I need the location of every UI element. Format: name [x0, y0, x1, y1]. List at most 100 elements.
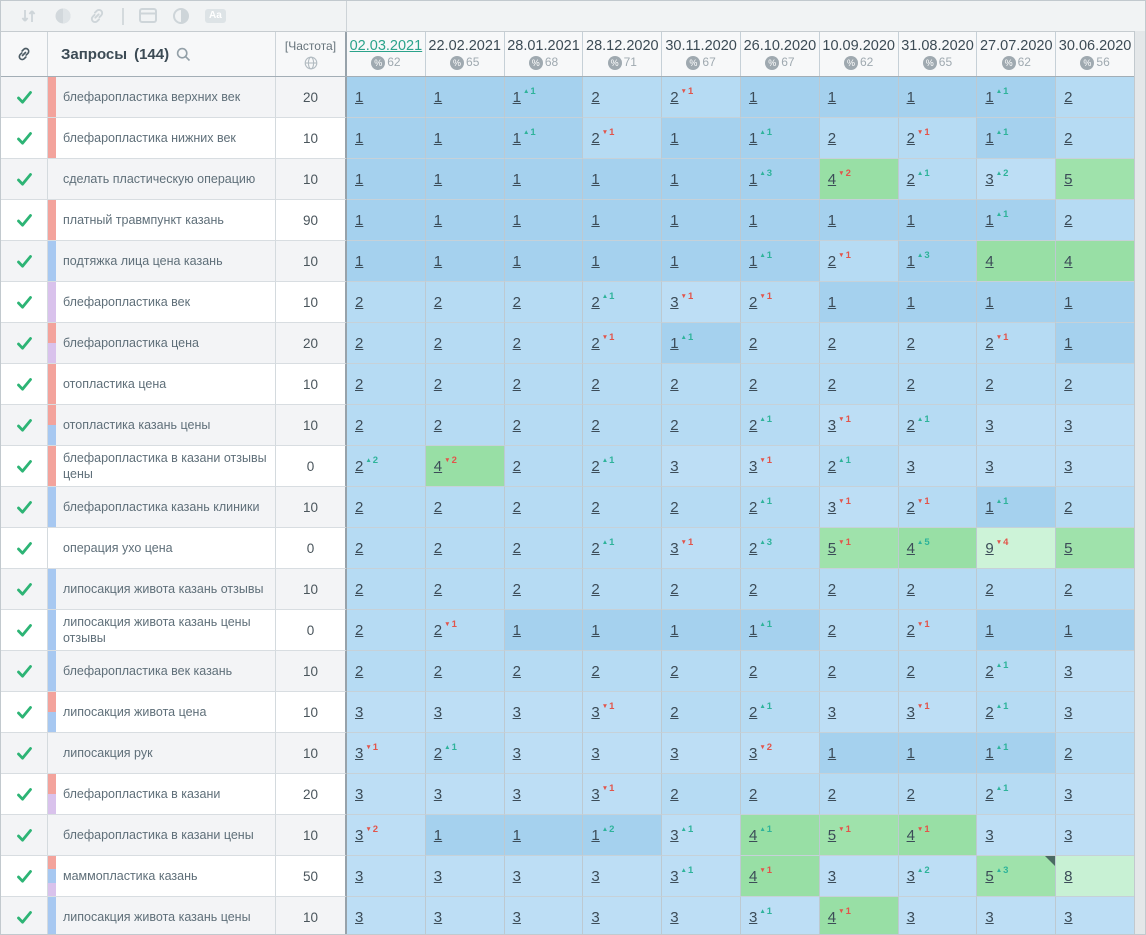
position-link[interactable]: 2 — [1064, 744, 1073, 762]
position-link[interactable]: 2 — [591, 334, 600, 352]
position-cell[interactable]: 2 — [1056, 200, 1135, 241]
position-link[interactable]: 2 — [512, 416, 521, 434]
position-link[interactable]: 3 — [512, 744, 521, 762]
position-link[interactable]: 3 — [985, 908, 994, 926]
position-cell[interactable]: 2 — [819, 323, 899, 364]
position-link[interactable]: 2 — [906, 170, 915, 188]
position-cell[interactable]: 2 ▲1 — [583, 528, 663, 569]
position-cell[interactable]: 4 ▼2 — [425, 446, 505, 487]
row-checkbox[interactable] — [1, 405, 48, 446]
position-link[interactable]: 2 — [906, 662, 915, 680]
position-link[interactable]: 1 — [512, 129, 521, 147]
position-link[interactable]: 1 — [670, 170, 679, 188]
position-cell[interactable]: 5 — [1056, 528, 1135, 569]
position-cell[interactable]: 2 ▲1 — [898, 159, 978, 200]
position-cell[interactable]: 1 — [662, 200, 741, 241]
position-cell[interactable]: 1 — [347, 159, 426, 200]
position-link[interactable]: 2 — [355, 662, 364, 680]
position-cell[interactable]: 3 — [977, 405, 1057, 446]
position-link[interactable]: 4 — [1064, 252, 1073, 270]
position-cell[interactable]: 1 — [347, 118, 426, 159]
position-cell[interactable]: 1 — [583, 241, 663, 282]
position-cell[interactable]: 2 — [662, 774, 741, 815]
position-link[interactable]: 3 — [1064, 416, 1073, 434]
position-link[interactable]: 1 — [985, 293, 994, 311]
row-checkbox[interactable] — [1, 364, 48, 405]
contrast-icon[interactable] — [172, 7, 190, 25]
position-cell[interactable]: 3 ▼1 — [347, 733, 426, 774]
position-link[interactable]: 4 — [906, 539, 915, 557]
position-link[interactable]: 2 — [355, 580, 364, 598]
position-cell[interactable]: 3 ▼1 — [662, 282, 741, 323]
position-link[interactable]: 2 — [670, 375, 679, 393]
position-cell[interactable]: 2 — [347, 651, 426, 692]
position-cell[interactable]: 2 — [819, 569, 899, 610]
position-cell[interactable]: 3 — [347, 774, 426, 815]
keyword-cell[interactable]: блефаропластика в казани отзывы цены — [48, 446, 276, 487]
table-panel-icon[interactable] — [139, 8, 157, 24]
position-link[interactable]: 1 — [512, 826, 521, 844]
position-link[interactable]: 3 — [670, 539, 679, 557]
position-cell[interactable]: 1 ▲3 — [898, 241, 978, 282]
position-cell[interactable]: 2 — [740, 774, 820, 815]
position-cell[interactable]: 2 ▼1 — [740, 282, 820, 323]
position-cell[interactable]: 4 ▼1 — [898, 815, 978, 856]
position-link[interactable]: 1 — [985, 744, 994, 762]
position-cell[interactable]: 2 — [504, 651, 584, 692]
position-link[interactable]: 2 — [591, 498, 600, 516]
magnifier-icon[interactable] — [176, 47, 191, 62]
position-cell[interactable]: 3 ▼1 — [819, 405, 899, 446]
position-cell[interactable]: 2 — [504, 323, 584, 364]
position-cell[interactable]: 3 — [1056, 692, 1135, 733]
position-link[interactable]: 1 — [670, 129, 679, 147]
position-cell[interactable]: 3 — [662, 733, 741, 774]
position-link[interactable]: 1 — [827, 744, 837, 762]
position-cell[interactable]: 2 — [819, 651, 899, 692]
position-link[interactable]: 2 — [433, 662, 443, 680]
position-cell[interactable]: 2 ▲1 — [740, 405, 820, 446]
position-link[interactable]: 2 — [906, 580, 915, 598]
position-link[interactable]: 3 — [906, 703, 915, 721]
position-cell[interactable]: 1 — [740, 200, 820, 241]
position-cell[interactable]: 2 ▲1 — [977, 692, 1057, 733]
keyword-cell[interactable]: блефаропластика в казани — [48, 774, 276, 815]
position-cell[interactable]: 2 — [819, 610, 899, 651]
position-link[interactable]: 2 — [591, 457, 600, 475]
position-link[interactable]: 4 — [433, 457, 443, 475]
position-link[interactable]: 2 — [827, 252, 837, 270]
position-cell[interactable]: 1 ▲1 — [740, 241, 820, 282]
position-link[interactable]: 5 — [827, 826, 837, 844]
position-cell[interactable]: 4 ▼2 — [819, 159, 899, 200]
position-link[interactable]: 2 — [433, 539, 443, 557]
position-link[interactable]: 2 — [433, 580, 443, 598]
position-cell[interactable]: 9 ▼4 — [977, 528, 1057, 569]
position-cell[interactable]: 2 ▲1 — [740, 487, 820, 528]
position-cell[interactable]: 2 — [504, 364, 584, 405]
position-cell[interactable]: 2 ▼1 — [662, 77, 741, 118]
position-cell[interactable]: 1 — [1056, 323, 1135, 364]
position-link[interactable]: 2 — [906, 129, 915, 147]
position-cell[interactable]: 2 — [898, 651, 978, 692]
position-link[interactable]: 3 — [433, 703, 443, 721]
position-link[interactable]: 2 — [591, 129, 600, 147]
position-cell[interactable]: 2 — [1056, 364, 1135, 405]
position-cell[interactable]: 2 — [425, 569, 505, 610]
position-cell[interactable]: 2 — [504, 487, 584, 528]
position-link[interactable]: 2 — [1064, 88, 1073, 106]
position-link[interactable]: 2 — [591, 416, 600, 434]
position-link[interactable]: 2 — [433, 375, 443, 393]
position-link[interactable]: 2 — [591, 88, 600, 106]
position-link[interactable]: 3 — [670, 744, 679, 762]
position-cell[interactable]: 3 — [583, 897, 663, 934]
position-cell[interactable]: 3 — [504, 692, 584, 733]
position-cell[interactable]: 2 — [1056, 733, 1135, 774]
position-link[interactable]: 1 — [512, 211, 521, 229]
position-link[interactable]: 8 — [1064, 867, 1073, 885]
keyword-cell[interactable]: операция ухо цена — [48, 528, 276, 569]
position-link[interactable]: 2 — [827, 785, 837, 803]
position-link[interactable]: 3 — [827, 867, 837, 885]
position-cell[interactable]: 3 — [1056, 897, 1135, 934]
position-cell[interactable]: 1 — [347, 200, 426, 241]
position-link[interactable]: 2 — [906, 375, 915, 393]
position-link[interactable]: 3 — [1064, 826, 1073, 844]
